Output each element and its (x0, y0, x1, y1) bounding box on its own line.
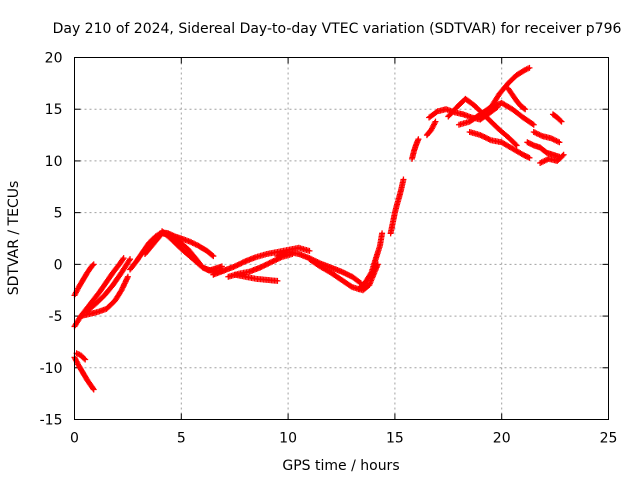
data-point (306, 247, 313, 254)
data-point (522, 106, 529, 113)
y-tick-label: 5 (54, 206, 63, 222)
y-tick-labels: -15 -10 -5 0 5 10 15 20 (40, 51, 63, 429)
x-tick-label: 5 (177, 431, 186, 447)
data-point (274, 277, 281, 284)
data-point (559, 152, 566, 159)
series-arc24 (505, 85, 529, 113)
x-tick-labels: 0 5 10 15 20 25 (70, 431, 617, 447)
data-point (374, 261, 381, 268)
series-arc28 (537, 151, 567, 166)
x-axis-label: GPS time / hours (282, 458, 399, 474)
data-point (432, 118, 439, 125)
data-point (530, 121, 537, 128)
data-point (529, 120, 536, 127)
data-point (90, 261, 97, 268)
x-tick-label: 20 (493, 431, 511, 447)
data-point (89, 262, 96, 269)
data-point (526, 64, 533, 71)
series-arc10 (210, 244, 313, 278)
data-point (209, 252, 216, 259)
series-arc23 (488, 64, 533, 111)
series-arc3 (77, 273, 131, 320)
series-arc21 (455, 100, 537, 128)
data-point (82, 356, 89, 363)
series-arc20 (445, 95, 520, 149)
data-point (210, 253, 217, 260)
series-arc15 (355, 230, 386, 293)
data-point (119, 256, 126, 263)
data-point (513, 142, 520, 149)
series-arc26 (530, 128, 563, 146)
series-arc4 (84, 256, 134, 314)
x-tick-label: 25 (600, 431, 618, 447)
grid-lines (74, 57, 609, 420)
y-tick-label: -10 (40, 361, 63, 377)
series-arc6 (73, 350, 89, 363)
data-point (347, 283, 354, 290)
chart-title: Day 210 of 2024, Sidereal Day-to-day VTE… (53, 21, 622, 37)
data-point (557, 117, 564, 124)
data-point (356, 279, 363, 286)
series-arc12 (231, 271, 281, 284)
data-point (400, 176, 407, 183)
y-tick-label: 10 (45, 154, 63, 170)
y-tick-label: 0 (54, 257, 63, 273)
data-point (558, 118, 565, 125)
y-axis-label: SDTVAR / TECUs (6, 181, 22, 296)
series-arc27 (549, 111, 565, 125)
data-point (415, 136, 422, 143)
data-point (367, 270, 374, 277)
data-point (521, 105, 528, 112)
series-arc18 (423, 118, 439, 139)
series-arc1 (71, 261, 97, 299)
series-arc16 (387, 176, 407, 237)
data-point (124, 273, 131, 280)
data-point (560, 151, 567, 158)
y-tick-label: -15 (40, 413, 63, 429)
x-tick-label: 10 (279, 431, 297, 447)
data-point (90, 386, 97, 393)
plot-frame (74, 57, 609, 420)
data-point (556, 139, 563, 146)
x-tick-label: 0 (70, 431, 79, 447)
y-tick-label: -5 (49, 309, 63, 325)
data-point (379, 230, 386, 237)
data-point (81, 355, 88, 362)
data-point (127, 256, 134, 263)
y-tick-label: 20 (45, 51, 63, 67)
series-arc22 (466, 128, 533, 161)
series-arc2 (71, 255, 127, 330)
data-point (526, 154, 533, 161)
data-point (120, 255, 127, 262)
series-arc17 (408, 136, 422, 162)
series-arc11 (225, 251, 296, 280)
series-arc5 (71, 354, 97, 393)
data-point (90, 385, 97, 392)
x-tick-label: 15 (386, 431, 404, 447)
data-point (512, 141, 519, 148)
y-tick-label: 15 (45, 102, 63, 118)
data-point (126, 257, 133, 264)
data-points (71, 64, 567, 393)
